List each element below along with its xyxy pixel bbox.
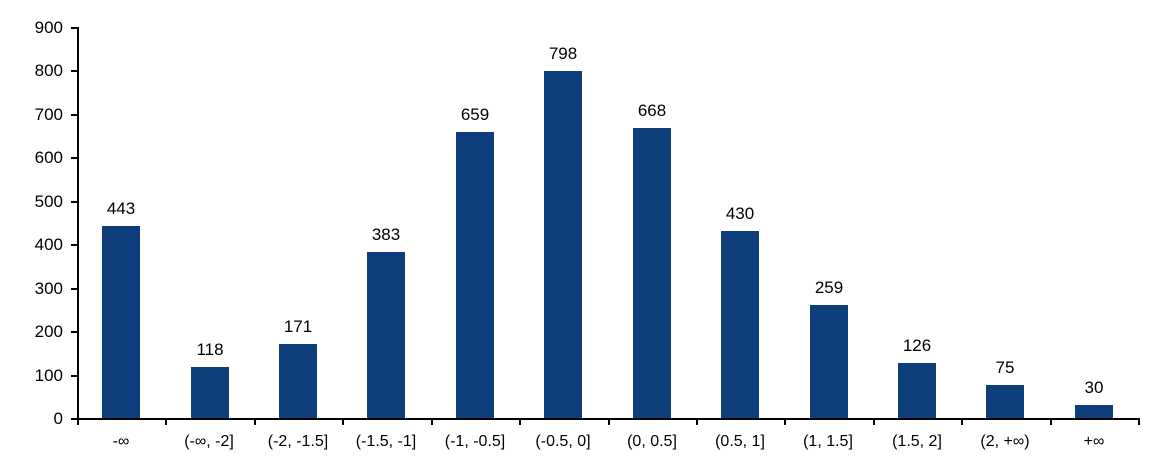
- bar: [544, 71, 582, 418]
- x-axis-category-label: (1, 1.5]: [803, 433, 853, 450]
- y-axis-tick-label: 300: [34, 279, 63, 298]
- bar: [191, 367, 229, 418]
- y-axis-tick-label: 0: [53, 409, 63, 428]
- x-axis-category-label: (-1, -0.5]: [444, 433, 506, 450]
- bar-value-label: 171: [283, 317, 313, 336]
- bar-value-label: 126: [902, 336, 932, 355]
- bar-value-label: 798: [548, 44, 578, 63]
- bar-value-label: 668: [637, 101, 667, 120]
- bar: [810, 305, 848, 418]
- bar: [986, 385, 1024, 418]
- bar-value-label: 259: [814, 278, 844, 297]
- bar-value-label: 430: [725, 204, 755, 223]
- bar-value-label: 30: [1084, 378, 1104, 397]
- bar-value-label: 118: [196, 340, 224, 359]
- bar: [1075, 405, 1113, 418]
- y-axis-tick: [71, 27, 77, 29]
- x-axis-tick: [873, 420, 875, 425]
- x-axis-category-label: (0, 0.5]: [627, 433, 677, 450]
- x-axis-tick: [342, 420, 344, 425]
- y-axis-tick-label: 900: [34, 18, 63, 37]
- bar: [367, 252, 405, 418]
- x-axis-category-label: (-0.5, 0]: [535, 433, 591, 450]
- x-axis-category-label: (2, +∞): [980, 433, 1030, 450]
- y-axis-tick: [71, 114, 77, 116]
- y-axis-tick: [71, 418, 77, 420]
- x-axis-tick: [77, 420, 79, 425]
- x-axis-tick: [1138, 420, 1140, 425]
- x-axis-category-label: (0.5, 1]: [715, 433, 765, 450]
- y-axis-tick: [71, 157, 77, 159]
- bar: [279, 344, 317, 418]
- y-axis-tick: [71, 375, 77, 377]
- x-axis-tick: [519, 420, 521, 425]
- x-axis-tick: [961, 420, 963, 425]
- y-axis-tick-label: 700: [34, 105, 63, 124]
- bar-value-label: 75: [995, 358, 1015, 377]
- x-axis-category-label: +∞: [1083, 433, 1105, 450]
- x-axis-tick: [608, 420, 610, 425]
- x-axis-category-label: -∞: [112, 433, 130, 450]
- x-axis-tick: [696, 420, 698, 425]
- bar: [721, 231, 759, 418]
- y-axis-tick: [71, 288, 77, 290]
- y-axis-tick-label: 800: [34, 61, 63, 80]
- y-axis-tick-label: 100: [34, 366, 63, 385]
- y-axis-tick: [71, 70, 77, 72]
- bar: [633, 128, 671, 418]
- x-axis-tick: [165, 420, 167, 425]
- y-axis-tick-label: 400: [34, 235, 63, 254]
- x-axis-tick: [254, 420, 256, 425]
- bar: [102, 226, 140, 418]
- x-axis-tick: [431, 420, 433, 425]
- x-axis-category-label: (1.5, 2]: [892, 433, 942, 450]
- bar: [898, 363, 936, 418]
- bar-value-label: 443: [106, 199, 136, 218]
- x-axis-tick: [1050, 420, 1052, 425]
- x-axis-line: [77, 418, 1140, 420]
- y-axis-line: [77, 27, 79, 420]
- bar-value-label: 383: [371, 225, 401, 244]
- x-axis-category-label: (-2, -1.5]: [267, 433, 329, 450]
- y-axis-tick-label: 200: [34, 322, 63, 341]
- y-axis-tick: [71, 201, 77, 203]
- x-axis-category-label: (-1.5, -1]: [355, 433, 417, 450]
- bar-value-label: 659: [460, 105, 490, 124]
- bar: [456, 132, 494, 418]
- x-axis-tick: [784, 420, 786, 425]
- y-axis-tick-label: 600: [34, 148, 63, 167]
- y-axis-tick-label: 500: [34, 192, 63, 211]
- y-axis-tick: [71, 331, 77, 333]
- y-axis-tick: [71, 244, 77, 246]
- x-axis-category-label: (-∞, -2]: [184, 433, 234, 450]
